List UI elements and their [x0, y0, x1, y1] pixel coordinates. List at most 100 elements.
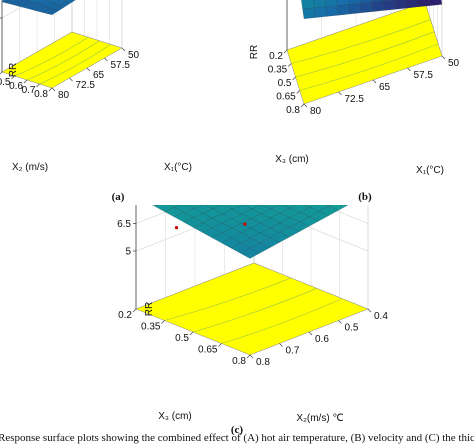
surface-cell	[173, 205, 195, 213]
y-tick-label: 0.35	[268, 65, 288, 76]
z-axis-title: RR	[249, 45, 260, 59]
figure-caption: Response surface plots showing the combi…	[0, 432, 474, 444]
x-tick-label: 65	[379, 82, 391, 93]
surface-cell	[230, 232, 252, 244]
surface-cell	[39, 6, 50, 13]
contour-line	[299, 43, 439, 91]
surface-cell	[301, 0, 315, 10]
surface-cell	[417, 0, 431, 7]
contour-line	[291, 19, 431, 64]
y-tick-mark	[296, 90, 300, 94]
surface-cell	[336, 0, 349, 6]
y-tick-mark	[288, 63, 292, 67]
x-tick-mark	[367, 308, 372, 313]
surface-cell	[303, 205, 315, 208]
y-tick-mark	[132, 308, 137, 313]
wall-gridline	[135, 205, 369, 252]
surface-panel-c: 56.589.5110.40.50.60.70.80.20.350.50.650…	[117, 205, 388, 436]
y-tick-label: 0.2	[118, 310, 132, 321]
x-tick-mark	[104, 57, 108, 62]
y-tick-mark	[23, 79, 28, 84]
surface-cell	[223, 205, 242, 210]
y-tick-mark	[246, 354, 251, 359]
design-point	[243, 222, 247, 226]
x-tick-label: 57.5	[414, 70, 434, 81]
surface-cell	[325, 5, 339, 17]
surface-cell	[312, 0, 326, 9]
surface-cell	[49, 3, 60, 10]
x-tick-mark	[51, 87, 56, 92]
x-tick-mark	[303, 103, 308, 108]
surface-cell	[394, 0, 408, 10]
x-tick-label: 72.5	[76, 80, 96, 91]
surface-cell	[348, 3, 362, 15]
contour-line	[14, 36, 89, 77]
x-tick-label: 50	[128, 50, 140, 61]
surface-cell	[54, 0, 66, 6]
z-tick-label: 5	[125, 247, 131, 258]
contour-line	[164, 277, 292, 321]
surface-cell	[47, 9, 59, 16]
x-tick-label: 50	[448, 58, 460, 69]
surface-cell	[336, 4, 351, 16]
surface-cell	[28, 0, 36, 3]
y-tick-mark	[161, 320, 165, 324]
x-tick-label: 0.6	[315, 334, 329, 345]
y-tick-mark	[0, 71, 3, 75]
surface-cell	[211, 222, 233, 234]
contour-line	[39, 44, 111, 85]
contour-floor	[1, 31, 123, 89]
y-tick-label: 0.5	[0, 77, 11, 88]
surface-cell	[152, 205, 159, 207]
surface-cell	[192, 213, 214, 223]
x-tick-label: 0.5	[345, 323, 359, 334]
x-tick-mark	[69, 77, 73, 82]
surface-cell	[313, 6, 328, 18]
x-tick-mark	[86, 67, 91, 72]
y-tick-label: 0.65	[276, 92, 296, 103]
surface-cell	[47, 0, 54, 3]
y-tick-mark	[292, 76, 296, 81]
surface-panel-a: 56.589.5115057.56572.5800.40.50.60.70.8R…	[0, 0, 192, 203]
surface-cell	[347, 0, 361, 5]
y-tick-label: 0.6	[9, 81, 23, 92]
surface-cell	[36, 0, 48, 6]
surface-cell	[59, 1, 70, 8]
contour-line	[295, 31, 435, 78]
surface-cell	[34, 4, 46, 12]
contour-line	[221, 298, 343, 344]
surface-cell	[1, 0, 9, 4]
surface-cell	[429, 0, 443, 6]
surface-cell	[359, 0, 372, 4]
x-tick-label: 0.7	[286, 346, 300, 357]
surface-panel-b: 56.589.5115057.56572.5800.20.350.50.650.…	[249, 0, 460, 203]
x-tick-mark	[338, 91, 342, 96]
surface-cell	[18, 0, 30, 8]
y-tick-mark	[11, 75, 15, 80]
x-tick-label: 0.8	[256, 357, 270, 368]
surface-cell	[26, 0, 30, 1]
surface-cell	[302, 7, 316, 19]
x-tick-mark	[121, 47, 126, 52]
surface-cell	[64, 0, 76, 5]
y-axis-title: X₃ (cm)	[158, 411, 192, 422]
y-tick-mark	[48, 87, 53, 92]
z-axis-title: RR	[8, 63, 19, 77]
x-tick-mark	[279, 343, 283, 347]
x-tick-label: 0.4	[374, 311, 388, 322]
panel-label: (a)	[112, 191, 125, 203]
surface-cell	[62, 0, 68, 2]
x-tick-label: 80	[58, 90, 70, 101]
x-tick-mark	[407, 67, 411, 72]
x-tick-mark	[441, 55, 446, 60]
contour-line	[26, 40, 100, 81]
x-tick-mark	[372, 79, 377, 84]
x-axis-title: X₂(m/s) ℃	[296, 413, 343, 424]
surface-cell	[32, 0, 41, 4]
x-axis-title: X₁(°C)	[164, 162, 192, 173]
y-tick-label: 0.2	[269, 51, 283, 62]
y-tick-label: 0.8	[286, 105, 300, 116]
y-tick-label: 0.5	[175, 333, 189, 344]
x-tick-label: 72.5	[345, 94, 365, 105]
